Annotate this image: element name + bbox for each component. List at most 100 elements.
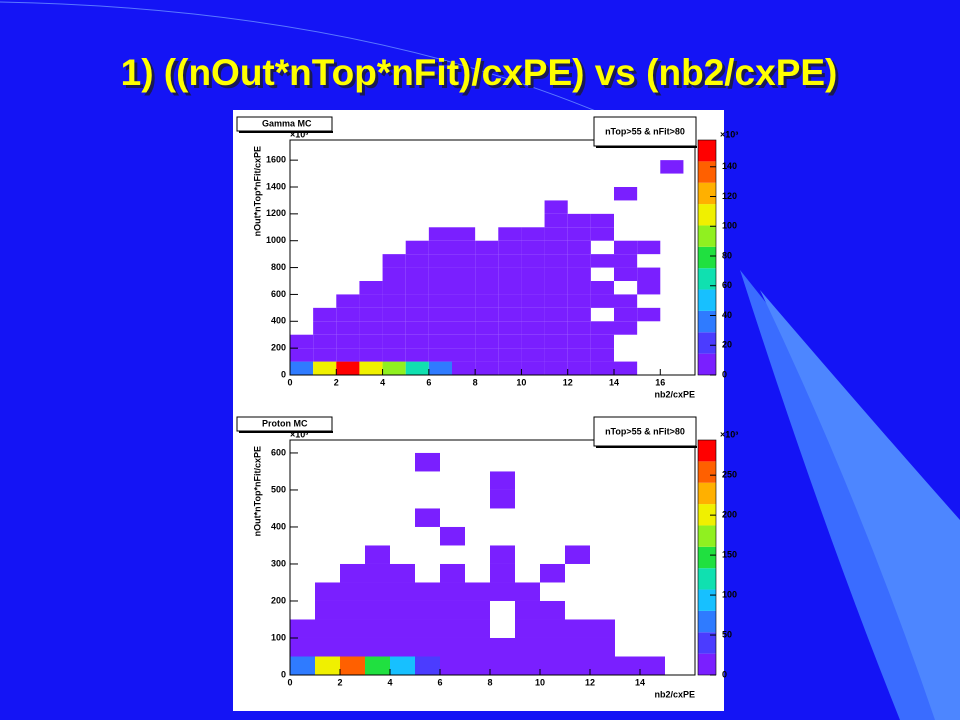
z-tick-label: 120 bbox=[722, 191, 737, 201]
heatmap-cell bbox=[359, 321, 383, 335]
heatmap-cell bbox=[382, 307, 406, 322]
color-bar-segment bbox=[698, 225, 716, 247]
heatmap-cell bbox=[415, 637, 440, 657]
heatmap-cell bbox=[452, 321, 476, 335]
x-tick-label: 10 bbox=[516, 377, 526, 387]
heatmap-cell bbox=[498, 267, 522, 281]
heatmap-cell bbox=[365, 619, 390, 638]
heatmap-cell bbox=[465, 637, 490, 657]
heatmap-cell bbox=[614, 254, 638, 268]
heatmap-cell bbox=[440, 637, 465, 657]
heatmap-cell bbox=[590, 334, 614, 349]
heatmap-cell bbox=[567, 281, 591, 295]
heatmap-cell bbox=[590, 213, 614, 228]
x-tick-label: 12 bbox=[585, 677, 595, 687]
x-tick-label: 2 bbox=[334, 377, 339, 387]
y-tick-label: 1600 bbox=[266, 155, 286, 165]
heatmap-cell bbox=[428, 307, 452, 322]
heatmap-cell bbox=[515, 656, 540, 675]
heatmap-cell bbox=[498, 307, 522, 322]
heatmap-cell bbox=[614, 361, 638, 375]
heatmap-cell bbox=[415, 582, 440, 601]
annotation: nTop>55 & nFit>80 bbox=[605, 126, 685, 136]
heatmap-cell bbox=[336, 334, 360, 349]
heatmap-cell bbox=[640, 656, 665, 675]
color-bar-segment bbox=[698, 204, 716, 226]
heatmap-cell bbox=[540, 563, 565, 583]
heatmap-cell bbox=[540, 637, 565, 657]
heatmap-cell bbox=[567, 213, 591, 228]
heatmap-cell bbox=[382, 321, 406, 335]
heatmap-cell bbox=[313, 334, 337, 349]
heatmap-cell bbox=[521, 334, 545, 349]
heatmap-cell bbox=[637, 307, 661, 322]
heatmap-cell bbox=[365, 656, 390, 675]
z-multiplier: ×10³ bbox=[720, 129, 738, 139]
heatmap-cell bbox=[567, 307, 591, 322]
heatmap-cell bbox=[290, 619, 315, 638]
heatmap-cell bbox=[452, 254, 476, 268]
x-tick-label: 4 bbox=[387, 677, 392, 687]
heatmap-cell bbox=[290, 637, 315, 657]
heatmap-cell bbox=[382, 281, 406, 295]
y-tick-label: 400 bbox=[271, 316, 286, 326]
z-tick-label: 0 bbox=[722, 369, 727, 379]
heatmap-cell bbox=[313, 321, 337, 335]
heatmap-cell bbox=[544, 334, 568, 349]
heatmap-cell bbox=[521, 267, 545, 281]
heatmap-cell bbox=[290, 348, 314, 362]
y-tick-label: 0 bbox=[281, 369, 286, 379]
y-tick-label: 500 bbox=[271, 484, 286, 494]
color-bar-segment bbox=[698, 461, 716, 483]
heatmap-cell bbox=[498, 361, 522, 375]
color-bar-segment bbox=[698, 504, 716, 526]
heatmap-cell bbox=[382, 334, 406, 349]
y-tick-label: 400 bbox=[271, 521, 286, 531]
x-tick-label: 8 bbox=[473, 377, 478, 387]
color-bar-segment bbox=[698, 632, 716, 654]
color-bar-segment bbox=[698, 289, 716, 311]
heatmap-cell bbox=[452, 240, 476, 255]
heatmap-cell bbox=[340, 656, 365, 675]
x-axis-title: nb2/cxPE bbox=[654, 389, 695, 399]
heatmap-cell bbox=[315, 656, 340, 675]
heatmap-cell bbox=[498, 294, 522, 308]
z-tick-label: 60 bbox=[722, 280, 732, 290]
heatmap-cell bbox=[428, 281, 452, 295]
heatmap-cell bbox=[614, 267, 638, 281]
heatmap-cell bbox=[415, 619, 440, 638]
heatmap-cell bbox=[390, 619, 415, 638]
color-bar-segment bbox=[698, 353, 716, 375]
heatmap-cell bbox=[490, 489, 515, 509]
y-axis-title: nOut*nTop*nFit/cxPE bbox=[252, 446, 262, 536]
heatmap-cell bbox=[313, 361, 337, 375]
heatmap-cell bbox=[465, 619, 490, 638]
heatmap-cell bbox=[614, 240, 638, 255]
heatmap-cell bbox=[565, 545, 590, 564]
z-tick-label: 150 bbox=[722, 549, 737, 559]
z-tick-label: 100 bbox=[722, 221, 737, 231]
heatmap-cell bbox=[567, 361, 591, 375]
heatmap-cell bbox=[490, 637, 515, 657]
heatmap-cell bbox=[428, 348, 452, 362]
heatmap-cell bbox=[428, 321, 452, 335]
heatmap-cell bbox=[567, 254, 591, 268]
heatmap-cell bbox=[498, 321, 522, 335]
heatmap-cell bbox=[475, 348, 499, 362]
z-tick-label: 0 bbox=[722, 669, 727, 679]
heatmap-cell bbox=[340, 563, 365, 583]
heatmap-cell bbox=[313, 348, 337, 362]
heatmap-cell bbox=[382, 361, 406, 375]
heatmap-cell bbox=[475, 321, 499, 335]
plot-title: Proton MC bbox=[262, 418, 308, 428]
heatmap-cell bbox=[340, 619, 365, 638]
plots: 0 2 4 6 8 10 12 14 16020040060080010001200140016… bbox=[236, 116, 738, 699]
heatmap-cell bbox=[340, 600, 365, 620]
heatmap-cell bbox=[614, 307, 638, 322]
heatmap-cell bbox=[290, 656, 315, 675]
heatmap-cell bbox=[567, 267, 591, 281]
slide-title-shadow: 1) ((nOut*nTop*nFit)/cxPE) vs (nb2/cxPE) bbox=[124, 55, 841, 96]
heatmap-cell bbox=[452, 267, 476, 281]
heatmap-cell bbox=[544, 227, 568, 241]
heatmap-cell bbox=[540, 656, 565, 675]
